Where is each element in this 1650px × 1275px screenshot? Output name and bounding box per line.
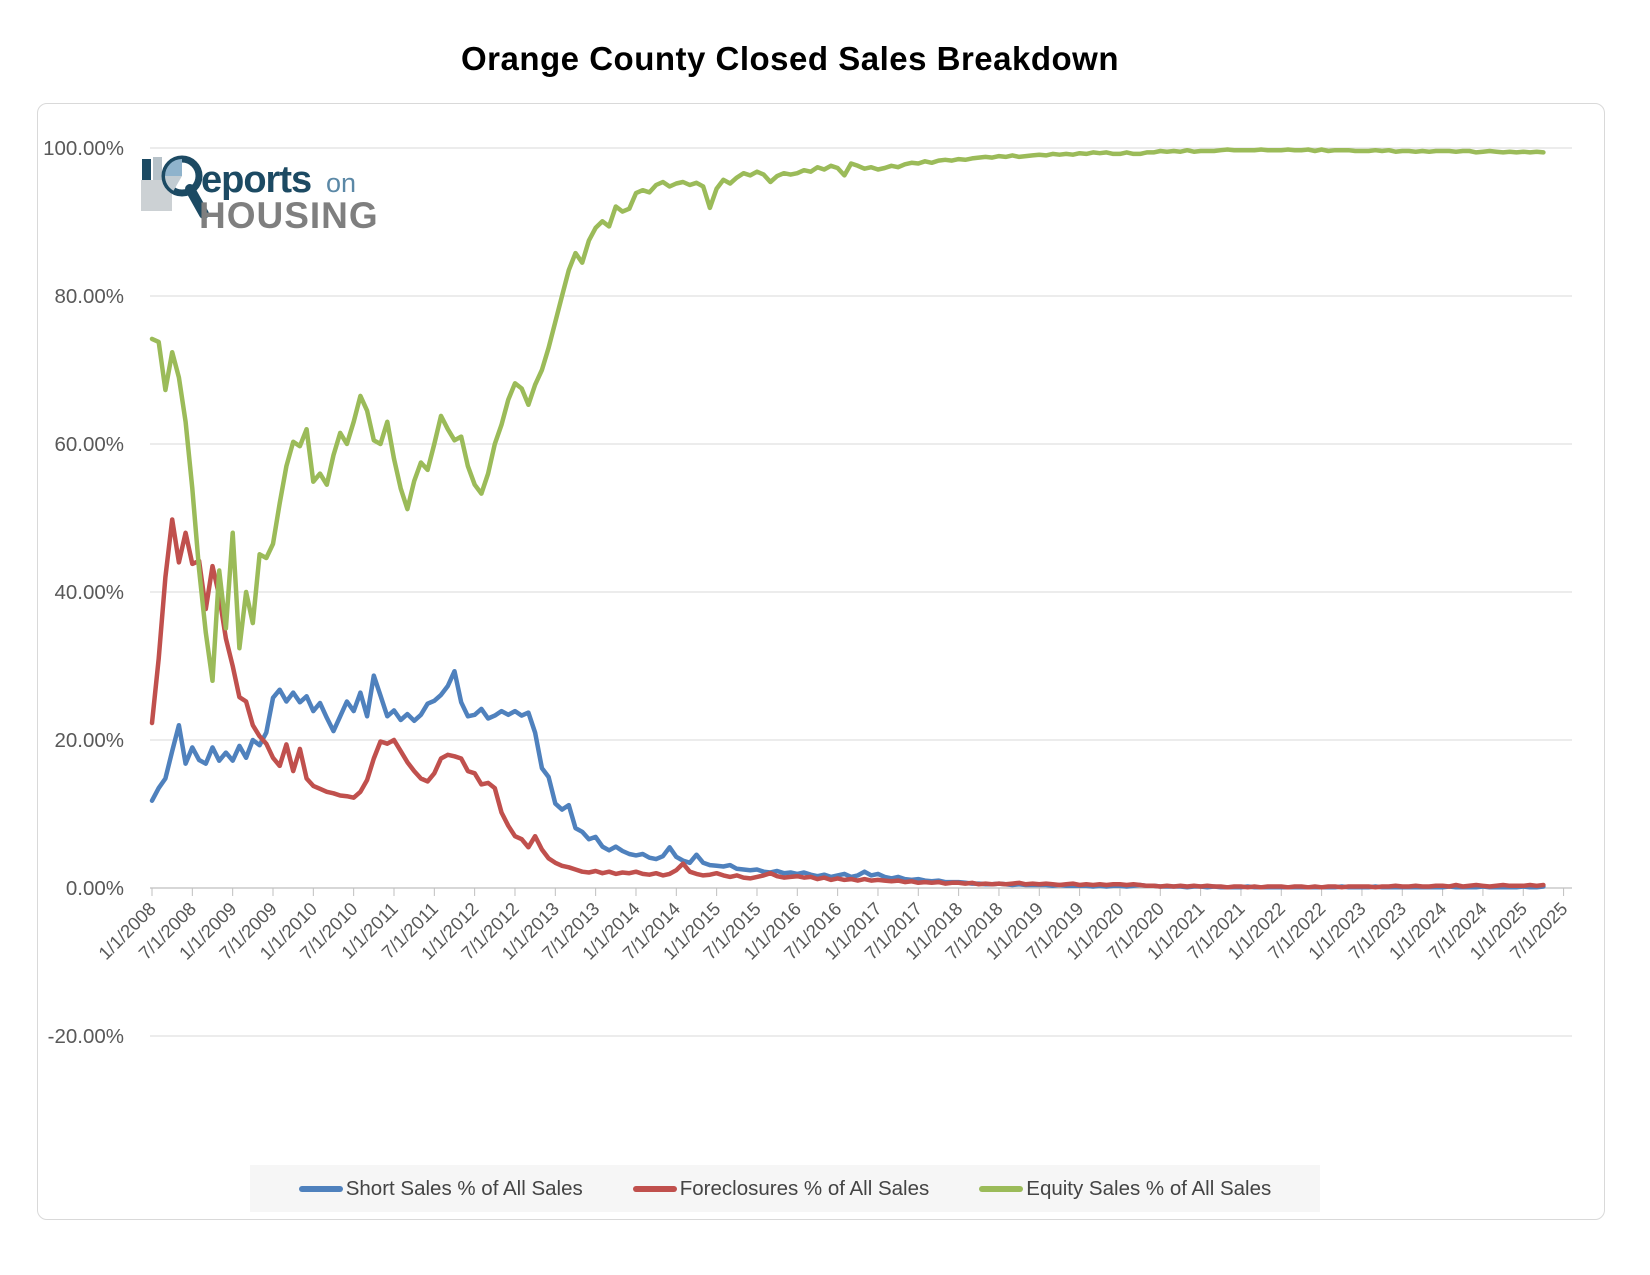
legend-item-equity-sales: Equity Sales % of All Sales: [979, 1177, 1271, 1201]
foreclosures-line-swatch: [632, 1185, 677, 1192]
chart-title: Orange County Closed Sales Breakdown: [461, 40, 1119, 77]
y-tick-label: 60.00%: [54, 433, 124, 456]
equity-sales-line-swatch: [979, 1185, 1024, 1192]
short-sales-legend-label: Short Sales % of All Sales: [345, 1176, 583, 1200]
equity-sales-legend-label: Equity Sales % of All Sales: [1026, 1176, 1272, 1200]
y-tick-label: 100.00%: [43, 137, 124, 160]
magnifier-icon: [161, 155, 209, 219]
foreclosures-legend-label: Foreclosures % of All Sales: [679, 1176, 930, 1200]
legend-item-foreclosures: Foreclosures % of All Sales: [632, 1176, 930, 1201]
short-sales-line-swatch: [298, 1185, 343, 1192]
y-tick-label: -20.00%: [48, 1025, 124, 1048]
legend-item-short-sales: Short Sales % of All Sales: [298, 1176, 583, 1201]
series-line-1: [149, 517, 1546, 890]
y-tick-label: 40.00%: [54, 581, 124, 604]
series-line-0: [149, 668, 1546, 890]
logo-text-housing: HOUSING: [199, 195, 379, 235]
reports-on-housing-logo: eports on HOUSING: [141, 155, 379, 235]
y-tick-label: 20.00%: [54, 729, 124, 752]
series-line-2: [149, 147, 1546, 684]
chart-legend: Short Sales % of All Sales Foreclosures …: [250, 1165, 1320, 1212]
chart-area-frame: [37, 103, 1605, 1220]
logo-text-reports: eports: [201, 159, 311, 201]
logo-text-on: on: [326, 168, 356, 198]
bar-chart-icon: [142, 157, 162, 188]
y-tick-label: 0.00%: [66, 877, 124, 900]
y-tick-label: 80.00%: [54, 285, 124, 308]
